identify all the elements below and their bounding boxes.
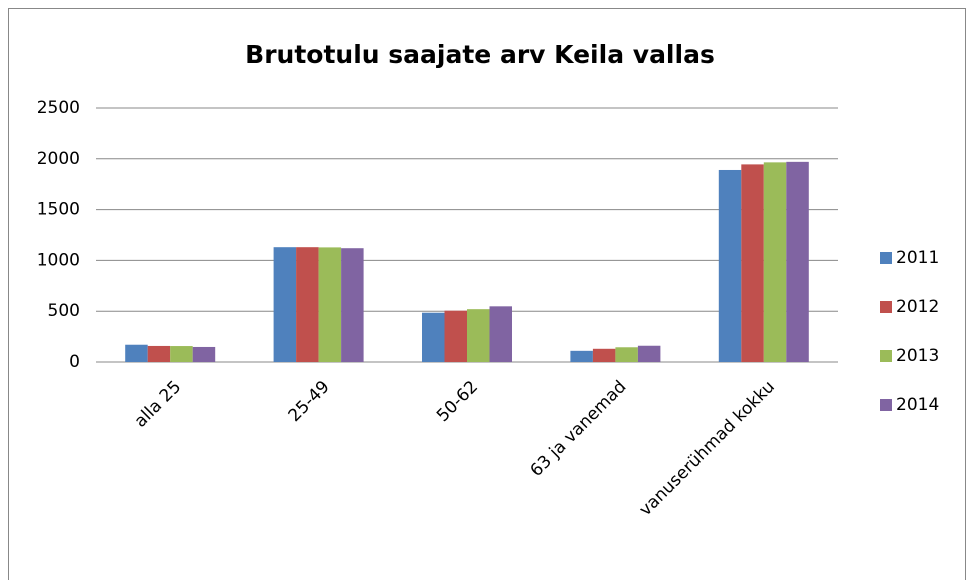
y-tick-label: 1000 bbox=[37, 250, 80, 270]
y-tick-label: 2500 bbox=[37, 98, 80, 118]
bar bbox=[786, 161, 809, 362]
legend-swatch bbox=[880, 252, 892, 264]
bar bbox=[296, 247, 319, 362]
bar bbox=[318, 247, 342, 362]
legend-swatch bbox=[880, 350, 892, 362]
bar bbox=[273, 247, 297, 362]
legend-swatch bbox=[880, 399, 892, 411]
bar bbox=[444, 310, 467, 362]
bar bbox=[615, 347, 638, 362]
legend-label: 2014 bbox=[896, 395, 939, 415]
bar bbox=[170, 346, 193, 362]
chart-title: Brutotulu saajate arv Keila vallas bbox=[245, 40, 715, 69]
bar bbox=[741, 164, 764, 362]
legend-label: 2011 bbox=[896, 248, 939, 268]
bar bbox=[125, 344, 148, 362]
y-tick-label: 2000 bbox=[37, 149, 80, 169]
y-tick-label: 0 bbox=[69, 352, 80, 372]
bar bbox=[467, 309, 490, 362]
bar bbox=[341, 248, 364, 362]
bar bbox=[570, 350, 593, 362]
bar bbox=[637, 345, 661, 362]
legend-label: 2013 bbox=[896, 346, 939, 366]
bar bbox=[147, 345, 171, 362]
bar bbox=[422, 312, 445, 362]
y-tick-label: 500 bbox=[48, 301, 80, 321]
y-tick-label: 1500 bbox=[37, 200, 80, 220]
bar bbox=[592, 348, 616, 362]
legend-swatch bbox=[880, 301, 892, 313]
bar bbox=[763, 162, 787, 362]
bar bbox=[718, 169, 742, 362]
chart-frame bbox=[8, 8, 966, 584]
bar bbox=[489, 306, 512, 362]
bar bbox=[192, 346, 216, 362]
legend-label: 2012 bbox=[896, 297, 939, 317]
